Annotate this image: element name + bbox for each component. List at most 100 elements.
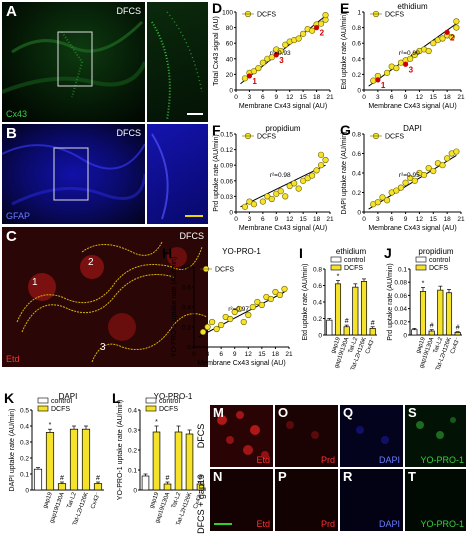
chart-g: G DAPI 0 0.2 0.4 0.6 0.8 DAPI uptake rate (AU/m… [340,122,465,232]
x-tick-label: 15 [300,94,308,101]
data-point [393,187,400,194]
panel-s-letter: S [408,405,417,420]
legend-swatch-control [37,397,49,404]
legend-label-dfcs: DCFS [159,406,178,413]
y-tick-label: 0.6 [313,283,322,290]
data-point [411,51,418,59]
panel-b-channel: GFAP [6,211,31,221]
data-point [250,201,258,208]
panel-letter-k: K [4,390,14,406]
bar [93,483,103,491]
data-point [383,69,391,76]
y-axis-label: DAPI uptake rate (AU/min) [9,409,16,492]
data-point [268,54,275,61]
y-tick-label: 0.04 [394,306,407,313]
significance-mark: * [337,274,340,281]
bar [437,289,444,336]
panel-r-channel: DAPI [378,519,400,529]
y-tick-label: 0.4 [20,424,29,431]
x-tick-label: 18 [313,216,321,223]
data-point [370,77,377,84]
y-tick-label: 0.03 [220,194,233,201]
y-axis-label: DAPI uptake rate (AU/min) [341,132,348,215]
panel-a-zoom-texture [151,11,203,121]
y-tick-label: 0.08 [394,280,407,287]
data-point [439,35,446,42]
data-point [383,197,391,204]
data-point [291,180,298,187]
legend-swatch-dfcs [145,405,157,412]
data-point [453,24,460,31]
panel-r-letter: R [343,469,353,484]
highlight-point [313,25,320,31]
y-tick-label: 0 [133,488,137,495]
highlight-point [444,29,450,35]
significance-mark: * [155,419,158,426]
y-axis-label: YO-PRO-1 uptake rate (AU/min) [117,400,124,500]
data-point [213,325,220,333]
r-squared: r²=0.90 [399,50,420,57]
panel-n-scale [214,523,232,525]
y-tick-label: 0.2 [352,72,361,79]
y-axis-label: Total Cx43 signal (AU) [213,16,220,86]
legend-label: DCFS [257,12,276,19]
significance-mark: # [456,325,460,332]
data-point [448,33,455,41]
x-tick-label: 15 [430,216,438,223]
x-tick-label: 21 [457,216,465,223]
chart-title: propidium [265,124,300,133]
panel-a-letter: A [6,3,17,20]
x-tick-label: 0 [362,94,366,101]
chart-k: K DAPI 0 0.1 0.2 0.3 0.4 0.5 DAPI uptake rate (A… [4,390,104,527]
data-point [322,12,329,19]
panel-t-letter: T [408,469,416,484]
category-label: Tat-L2 [67,491,79,509]
panel-q-image: Q DAPI [340,405,403,467]
bar [411,329,418,336]
data-point [282,193,289,200]
r-squared: r²=0.93 [270,50,291,57]
highlight-label: 1 [381,81,386,90]
data-point [411,177,418,184]
panel-a-texture [2,20,145,98]
data-point [453,148,460,155]
row-label-dfcs-gap19-text: DFCS + gap19 [196,474,206,534]
chart-h: H YO-PRO-1 0 0.2 0.4 0.6 0.8 YO-PRO-1 uptake ra… [162,245,293,367]
x-tick-label: 6 [261,216,265,223]
data-point [281,285,288,293]
y-tick-label: 0.09 [220,163,233,170]
bar [369,328,376,336]
zoom-box [57,31,93,87]
x-tick-label: 21 [326,216,334,223]
x-tick-label: 9 [404,94,408,101]
legend-label-dfcs: DCFS [51,406,70,413]
bar [141,475,150,491]
x-tick-label: 3 [206,351,210,358]
bar [445,292,453,336]
panel-a-tag: DFCS [116,6,142,16]
data-point [317,151,325,158]
data-point [317,162,325,169]
x-tick-label: 0 [234,94,238,101]
chart-title: DAPI [403,124,422,133]
bar [326,319,333,336]
data-point [300,30,307,37]
region-label-1: 1 [32,277,38,288]
panel-letter-e: E [340,0,349,16]
y-tick-label: 0.6 [352,41,361,48]
x-tick-label: 9 [233,351,237,358]
data-point [308,172,316,179]
significance-mark: # [60,475,64,482]
data-point [277,47,284,55]
legend-label-control: control [159,398,180,405]
x-axis-label: Membrane Cx43 signal (AU) [239,103,327,110]
category-label: gap19 [331,336,343,354]
x-tick-label: 21 [457,94,465,101]
legend-label: DCFS [257,134,276,141]
panel-c-image: C DFCS 1 2 3 Etd [2,227,208,367]
legend-swatch-dfcs [37,405,49,412]
y-tick-label: 0 [229,88,233,95]
panel-p-channel: Prd [320,519,335,529]
row-label-dfcs: DFCS [194,405,208,467]
